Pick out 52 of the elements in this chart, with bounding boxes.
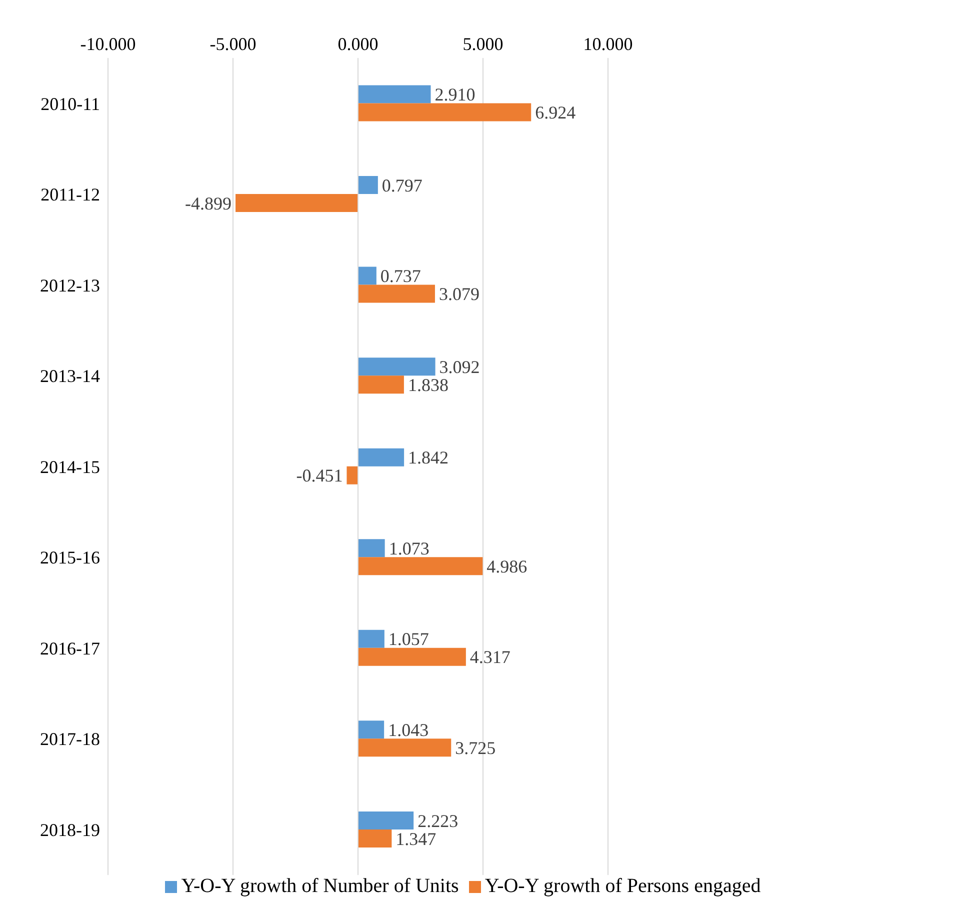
bar (358, 648, 466, 666)
bar (358, 539, 385, 558)
y-tick-label: 2013-14 (40, 366, 100, 386)
bar (358, 738, 452, 757)
x-tick-label: -5.000 (210, 34, 256, 54)
legend-label: Y-O-Y growth of Number of Units (181, 875, 459, 897)
bar (358, 557, 483, 576)
data-label: 1.347 (396, 828, 436, 849)
bar (358, 720, 384, 739)
y-tick-label: 2015-16 (40, 548, 100, 568)
bar (358, 358, 436, 376)
bar (358, 829, 392, 848)
bar (358, 176, 378, 194)
data-label: 0.737 (380, 266, 421, 286)
legend-label: Y-O-Y growth of Persons engaged (484, 875, 761, 897)
data-label: 1.073 (388, 538, 430, 558)
data-label: 4.317 (470, 647, 510, 668)
data-label: 1.043 (388, 720, 429, 740)
x-tick-label: -10.000 (80, 34, 136, 54)
data-label: 1.842 (408, 448, 449, 468)
bar (358, 284, 435, 303)
data-label: 1.838 (408, 374, 448, 395)
data-label: 3.079 (438, 284, 480, 304)
x-tick-label: 10.000 (583, 34, 633, 54)
bar (236, 194, 358, 212)
bar (358, 85, 431, 104)
y-tick-label: 2017-18 (40, 729, 100, 750)
bar (358, 448, 404, 466)
y-tick-label: 2011-12 (40, 184, 100, 205)
data-label: 3.092 (439, 356, 480, 377)
y-tick-label: 2010-11 (40, 94, 100, 114)
x-tick-label: 0.000 (338, 34, 378, 54)
y-tick-label: 2018-19 (40, 820, 100, 840)
bar (358, 811, 414, 830)
y-tick-label: 2016-17 (40, 638, 100, 658)
data-label: 0.797 (382, 175, 422, 196)
bar (358, 630, 384, 648)
data-label: -4.899 (185, 193, 232, 214)
data-label: 3.725 (455, 738, 496, 758)
x-tick-label: 5.000 (462, 34, 504, 54)
bar (358, 266, 376, 285)
bar (358, 103, 532, 122)
data-label: 1.057 (388, 629, 429, 650)
y-tick-label: 2012-13 (40, 275, 100, 296)
data-label: 6.924 (535, 102, 576, 123)
data-label: 2.223 (418, 810, 458, 831)
data-label: -0.451 (296, 466, 343, 486)
y-tick-label: 2014-15 (40, 456, 100, 477)
data-label: 2.910 (434, 84, 476, 105)
bar (358, 376, 404, 394)
bar (346, 466, 358, 484)
data-label: 4.986 (486, 556, 528, 576)
